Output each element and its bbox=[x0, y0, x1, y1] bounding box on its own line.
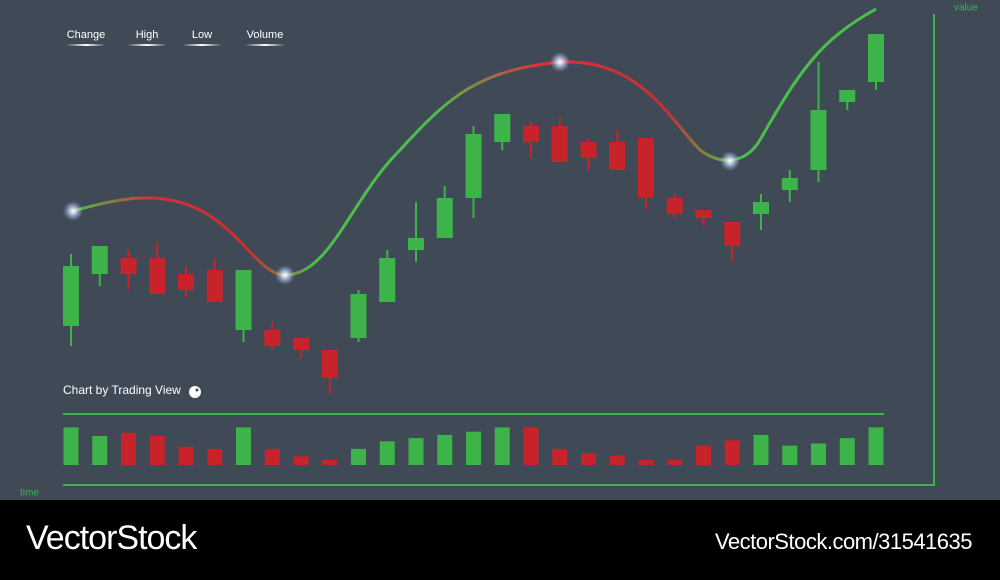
legend: Change High Low Volume bbox=[66, 29, 285, 46]
legend-underline bbox=[127, 44, 167, 46]
volume-bar bbox=[696, 445, 711, 465]
candle-body bbox=[436, 198, 453, 238]
legend-label: Volume bbox=[247, 29, 284, 41]
volume-bar bbox=[437, 434, 453, 465]
volume-bar bbox=[811, 443, 826, 465]
candle-body bbox=[63, 266, 79, 326]
volume-bar bbox=[782, 445, 798, 465]
candle-body bbox=[810, 110, 827, 170]
candle-body bbox=[753, 202, 769, 214]
candle-body bbox=[264, 330, 281, 346]
candle-body bbox=[293, 338, 309, 350]
volume-bar bbox=[638, 459, 654, 465]
watermark-id: VectorStock.com/31541635 bbox=[715, 529, 972, 554]
volume-bar bbox=[724, 440, 740, 465]
candle-body bbox=[638, 138, 654, 198]
volume-bar bbox=[868, 427, 884, 465]
glow-point bbox=[550, 52, 570, 72]
candle-body bbox=[868, 34, 884, 82]
volume-bar bbox=[178, 446, 194, 465]
volume-bar bbox=[408, 438, 424, 465]
candle-body bbox=[494, 114, 511, 142]
candle-body bbox=[695, 210, 712, 218]
volume-bar bbox=[523, 427, 539, 465]
candle-body bbox=[609, 142, 626, 170]
candle-body bbox=[235, 270, 252, 330]
candle-body bbox=[408, 238, 424, 250]
volume-bar bbox=[293, 456, 309, 465]
volume-bar bbox=[121, 432, 136, 465]
legend-label: Change bbox=[67, 29, 106, 41]
annotation: Chart by Trading View bbox=[63, 383, 181, 397]
volume-bar bbox=[494, 427, 510, 465]
candle-body bbox=[120, 258, 137, 274]
candle-body bbox=[724, 222, 741, 246]
glow-point bbox=[63, 201, 83, 221]
candle-body bbox=[580, 142, 597, 158]
candle-body bbox=[551, 126, 568, 162]
volume-bar bbox=[753, 434, 769, 465]
x-axis-label: time bbox=[20, 488, 39, 499]
volume-bar bbox=[149, 435, 165, 465]
glow-point bbox=[720, 151, 740, 171]
candle-body bbox=[178, 274, 194, 290]
volume-bar bbox=[207, 448, 223, 465]
watermark-bar bbox=[0, 500, 1000, 580]
legend-underline bbox=[245, 44, 285, 46]
volume-bar bbox=[379, 441, 395, 465]
annotation-icon-dot bbox=[195, 388, 199, 392]
candle-body bbox=[321, 350, 338, 378]
legend-label: Low bbox=[192, 29, 212, 41]
candle-body bbox=[465, 134, 482, 198]
volume-bar bbox=[609, 455, 625, 465]
candle-body bbox=[666, 198, 683, 214]
volume-bar bbox=[351, 448, 366, 465]
volume-bar bbox=[236, 427, 251, 465]
candle-body bbox=[523, 126, 539, 142]
candle-body bbox=[379, 258, 396, 302]
volume-bar bbox=[92, 435, 108, 465]
volume-bar bbox=[581, 453, 596, 465]
legend-underline bbox=[182, 44, 222, 46]
legend-label: High bbox=[136, 29, 159, 41]
volume-bar bbox=[63, 427, 79, 465]
watermark-brand: VectorStock bbox=[26, 519, 198, 557]
candle-body bbox=[350, 294, 367, 338]
candle-body bbox=[91, 246, 108, 274]
volume-bar bbox=[552, 448, 568, 465]
glow-points bbox=[63, 52, 740, 285]
legend-underline bbox=[66, 44, 106, 46]
volume-bar bbox=[839, 438, 855, 465]
annotation-icon bbox=[189, 386, 201, 398]
background bbox=[0, 0, 1000, 500]
volume-bar bbox=[667, 459, 683, 465]
candle-body bbox=[781, 178, 798, 190]
candle-body bbox=[149, 258, 166, 294]
trend-curve bbox=[72, 7, 877, 277]
candle-body bbox=[839, 90, 856, 102]
candle-body bbox=[206, 270, 223, 302]
volume-bar bbox=[466, 431, 481, 465]
volume-bar bbox=[264, 448, 280, 465]
volume-bar bbox=[322, 459, 338, 465]
plot bbox=[63, 34, 884, 465]
y-axis-label: value bbox=[954, 3, 978, 14]
glow-point bbox=[275, 265, 295, 285]
